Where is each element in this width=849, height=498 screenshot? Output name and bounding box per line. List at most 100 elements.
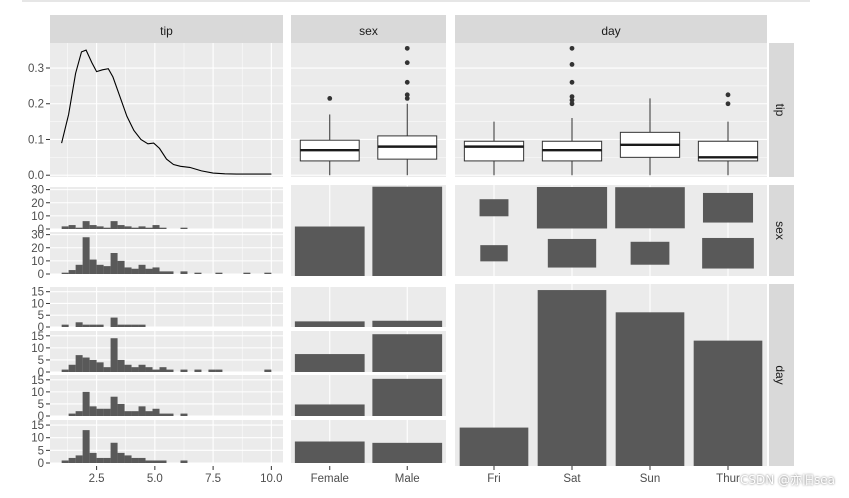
hist-bar-female [82, 221, 90, 229]
hist-y-tick-label: 15 [31, 420, 44, 432]
hist-bar-thur [68, 457, 76, 463]
hist-bar-sat [194, 369, 202, 372]
hist-bar-thur [75, 455, 83, 463]
tile-male-sun [615, 187, 685, 229]
hist-y-tick-label: 5 [38, 310, 44, 322]
box-day-box-Thur [697, 140, 759, 162]
hist-y-tick-label: 10 [31, 387, 44, 399]
hist-bar-fri [89, 324, 97, 327]
hist-bar-sun [145, 411, 153, 416]
hist-bar-sat [124, 364, 132, 372]
hist-bar-sat [117, 359, 125, 372]
hist-bar-thur [89, 452, 97, 463]
hist-bar-male [243, 272, 251, 274]
hist-bar-sun [166, 413, 174, 416]
hist-bar-sun [159, 413, 167, 416]
bar-sat-male [372, 334, 443, 372]
bar-sat-female [294, 354, 365, 372]
hist-bar-sun [131, 411, 139, 416]
hist-bar-thur [145, 460, 153, 463]
hist-bar-thur [124, 455, 132, 463]
column-strip-label-sex: sex [359, 24, 378, 38]
hist-bar-male [159, 271, 167, 274]
hist-bar-sun [103, 408, 111, 416]
hist-bar-sat [145, 367, 153, 372]
hist-bar-thur [180, 460, 188, 463]
hist-bar-fri [131, 324, 139, 327]
hist-bar-male [82, 237, 90, 274]
box-sex-outlier [404, 79, 410, 85]
hist-bar-sat [68, 364, 76, 372]
hist-bar-fri [117, 324, 125, 327]
hist-bar-sun [138, 406, 146, 416]
hist-bar-female [159, 227, 167, 229]
box-day-outlier [725, 92, 731, 98]
hist-bar-sun [75, 411, 83, 416]
tile-male-fri [479, 199, 509, 217]
hist-bar-sat [89, 359, 97, 372]
panel-bg-tip-day-0 [50, 287, 283, 327]
tile-female-fri [480, 245, 508, 262]
hist-bar-thur [110, 442, 118, 463]
hist-bar-sun [96, 408, 104, 416]
hist-bar-thur [152, 460, 160, 463]
hist-bar-fri [138, 324, 146, 327]
box-day-outlier [725, 101, 731, 107]
hist-bar-male [103, 266, 111, 274]
row-strip-label-sex: sex [773, 221, 787, 240]
hist-y-tick-label: 10 [31, 433, 44, 445]
hist-y-tick-label: 0 [38, 411, 44, 423]
row-strip-tip [769, 43, 794, 177]
hist-bar-male [110, 253, 118, 274]
hist-y-tick-label: 10 [31, 256, 44, 268]
hist-bar-fri [96, 324, 104, 327]
box-sex-outlier [327, 95, 333, 101]
hist-bar-male [124, 267, 132, 274]
density-line [61, 49, 272, 175]
hist-bar-sat [138, 364, 146, 372]
hist-bar-thur [131, 457, 139, 463]
column-strip-day [455, 15, 767, 43]
box-day-outlier [569, 79, 575, 85]
hist-bar-thur [61, 460, 69, 463]
hist-y-tick-label: 0 [38, 322, 44, 334]
hist-bar-sat [264, 369, 272, 372]
tile-female-sat [547, 238, 597, 268]
box-day-outlier [569, 101, 575, 107]
density-y-tick-label: 0.1 [28, 134, 44, 146]
x-tick-label-sex-female: Female [311, 473, 349, 485]
hist-y-tick-label: 0 [38, 367, 44, 379]
tile-male-thur [702, 192, 754, 223]
hist-y-tick-label: 0 [38, 269, 44, 281]
x-tick-label-day-sat: Sat [563, 473, 581, 485]
hist-y-tick-label: 5 [38, 355, 44, 367]
hist-bar-thur [82, 430, 90, 463]
hist-bar-female [103, 227, 111, 229]
x-tick-label-tip: 5.0 [147, 473, 163, 485]
panel-bg-0-0 [50, 43, 283, 177]
hist-y-tick-label: 15 [31, 375, 44, 387]
hist-bar-female [124, 226, 132, 229]
hist-bar-male [131, 268, 139, 274]
x-tick-label-tip: 2.5 [89, 473, 105, 485]
hist-bar-female [138, 226, 146, 229]
hist-y-tick-label: 30 [31, 230, 44, 242]
hist-bar-sun [117, 403, 125, 416]
tile-female-sun [630, 241, 670, 265]
hist-bar-sun [152, 408, 160, 416]
density-y-tick-label: 0.0 [28, 170, 44, 182]
hist-bar-male [75, 264, 83, 274]
hist-y-tick-label: 15 [31, 287, 44, 299]
box-day-outlier [569, 97, 575, 103]
hist-bar-male [96, 264, 104, 274]
hist-bar-female [75, 227, 83, 229]
column-strip-tip [50, 15, 283, 43]
hist-bar-fri [124, 324, 132, 327]
tile-male-sat [536, 187, 608, 229]
hist-bar-male [264, 272, 272, 274]
hist-y-tick-label: 5 [38, 445, 44, 457]
hist-bar-male [152, 267, 160, 274]
hist-bar-sun [180, 413, 188, 416]
top-border-line [22, 0, 810, 2]
x-tick-label-day-thur: Thur [716, 473, 740, 485]
